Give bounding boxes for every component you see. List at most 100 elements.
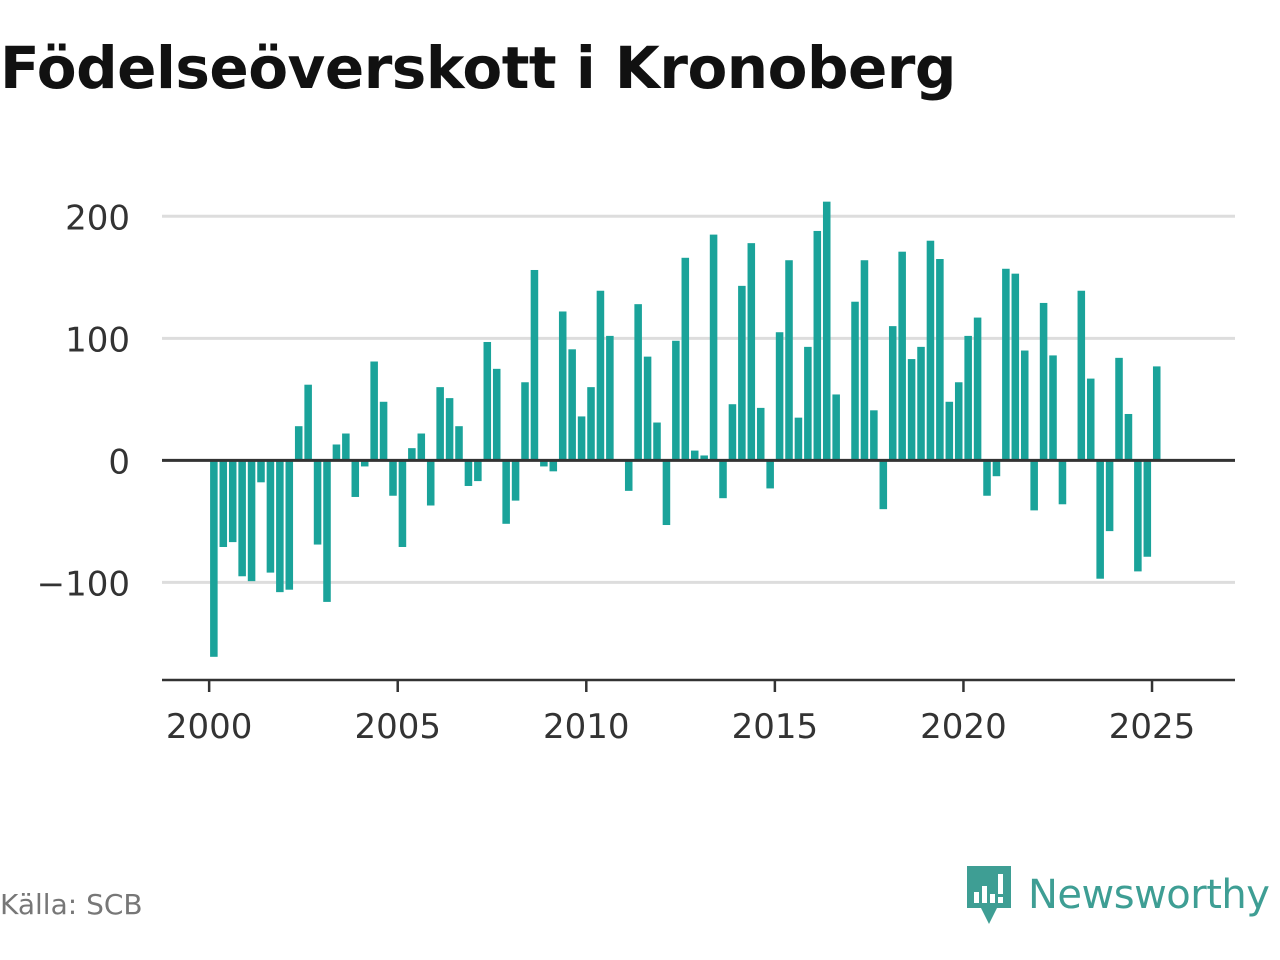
bar (634, 304, 642, 461)
bar (247, 460, 256, 582)
bar (822, 201, 831, 461)
bar (408, 448, 416, 461)
y-tick-labels: −100 0 100 200 (37, 198, 130, 604)
bar (709, 234, 718, 461)
bar (342, 433, 350, 461)
bar (587, 387, 595, 461)
bar (983, 460, 991, 496)
bar (426, 460, 435, 506)
bar (1058, 460, 1067, 505)
bar (870, 410, 878, 461)
x-tick-label: 2005 (354, 707, 441, 747)
bar (1011, 273, 1020, 461)
x-tick-label: 2025 (1109, 707, 1196, 747)
bar (417, 433, 426, 461)
bar (360, 460, 369, 467)
bar (954, 382, 963, 461)
bar (672, 340, 680, 461)
bar (766, 460, 774, 489)
newsworthy-logo-icon (967, 866, 1011, 924)
bar (464, 460, 473, 486)
bar (747, 243, 756, 461)
bar (530, 269, 539, 461)
bar (804, 346, 812, 461)
bar (474, 460, 482, 482)
bar (276, 460, 284, 593)
bar (1143, 460, 1152, 557)
bar (606, 335, 614, 461)
bar (492, 368, 501, 461)
bar (690, 450, 699, 461)
bar (1134, 460, 1142, 572)
bar (1039, 302, 1048, 461)
bar (266, 460, 275, 573)
bar (888, 326, 897, 461)
bar (511, 460, 520, 501)
bar (304, 384, 312, 461)
bar (681, 257, 690, 461)
bar (907, 359, 916, 461)
brand-logo[interactable]: Newsworthy (964, 864, 1270, 926)
bar (313, 460, 322, 545)
bar (1124, 413, 1133, 461)
bar (738, 285, 746, 461)
bar-chart: −100 0 100 200 2000 2005 2010 2015 2020 2025 (37, 198, 1235, 747)
bar (624, 460, 633, 491)
bar (945, 401, 954, 461)
bar (436, 387, 444, 461)
bar (973, 317, 982, 461)
bar (332, 444, 341, 461)
bar (1152, 366, 1161, 461)
bar (210, 460, 218, 657)
bars (210, 201, 1161, 657)
x-tick-label: 2020 (920, 707, 1007, 747)
bar (832, 394, 840, 461)
bar (540, 460, 548, 467)
bar (351, 460, 360, 497)
bar (964, 335, 972, 461)
y-tick-label: 200 (65, 198, 130, 238)
bar (1002, 268, 1010, 461)
bar (521, 382, 529, 461)
y-tick-label: 0 (108, 442, 130, 482)
bar (851, 301, 859, 461)
bar (1105, 460, 1114, 532)
bar (992, 460, 1001, 477)
bar (257, 460, 265, 483)
bar (549, 460, 558, 472)
bar (323, 460, 331, 602)
bar (917, 346, 925, 461)
bar (785, 260, 793, 461)
brand-name: Newsworthy (1028, 872, 1270, 918)
bar (662, 460, 671, 526)
chart-title: Födelseöverskott i Kronoberg (0, 34, 956, 102)
bar (379, 401, 388, 461)
bar (813, 230, 822, 461)
y-tick-label: 100 (65, 320, 130, 360)
bar (445, 398, 454, 461)
bar (1077, 290, 1086, 461)
bar (860, 260, 869, 461)
axes (162, 458, 1235, 692)
bar (483, 341, 492, 461)
bar (285, 460, 294, 590)
x-tick-label: 2015 (732, 707, 819, 747)
bar (879, 460, 888, 510)
bar (455, 426, 463, 461)
x-tick-labels: 2000 2005 2010 2015 2020 2025 (166, 707, 1195, 747)
bar (775, 332, 784, 461)
bar (700, 455, 708, 461)
x-tick-label: 2010 (543, 707, 630, 747)
bar (558, 311, 567, 461)
bar (238, 460, 246, 577)
bar (1096, 460, 1104, 579)
bar (596, 290, 605, 461)
bar (577, 416, 586, 461)
bar (568, 349, 576, 461)
bar (1020, 350, 1029, 461)
bar (228, 460, 237, 543)
bar (643, 356, 652, 461)
bar (502, 460, 510, 524)
bar (728, 404, 737, 461)
bar (898, 251, 906, 461)
